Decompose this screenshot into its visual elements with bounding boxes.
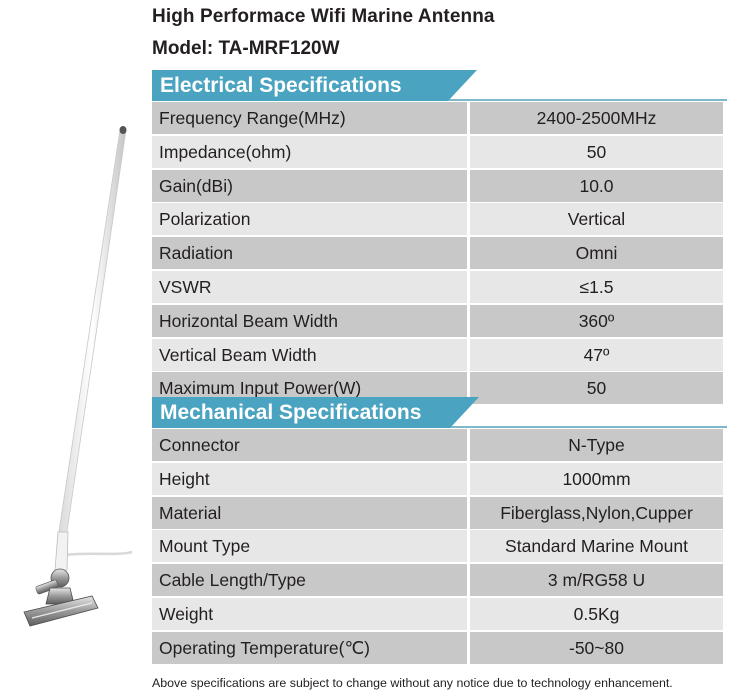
- spec-value: -50~80: [470, 631, 723, 664]
- table-row: Connector N-Type: [152, 429, 723, 461]
- spec-value: 0.5Kg: [470, 597, 723, 630]
- table-row: Radiation Omni: [152, 237, 723, 270]
- table-row: Cable Length/Type 3 m/RG58 U: [152, 564, 723, 597]
- table-row: Height 1000mm: [152, 462, 723, 495]
- electrical-spec-table: Frequency Range(MHz) 2400-2500MHz Impedan…: [152, 102, 723, 406]
- spec-label: Radiation: [152, 237, 467, 270]
- table-row: Horizontal Beam Width 360º: [152, 304, 723, 337]
- spec-value: ≤1.5: [470, 270, 723, 303]
- mechanical-spec-table: Connector N-Type Height 1000mm Material Fib…: [152, 429, 723, 666]
- spec-value: 50: [470, 135, 723, 168]
- spec-label: Mount Type: [152, 530, 467, 563]
- spec-value: 50: [470, 372, 723, 405]
- mechanical-section-header: Mechanical Specifications: [152, 397, 727, 428]
- marine-antenna-icon: [23, 126, 133, 627]
- table-row: Polarization Vertical: [152, 203, 723, 236]
- spec-value: N-Type: [470, 429, 723, 461]
- spec-value: 10.0: [470, 169, 723, 202]
- model-number: Model: TA-MRF120W: [152, 38, 340, 59]
- spec-label: Horizontal Beam Width: [152, 304, 467, 337]
- spec-label: Frequency Range(MHz): [152, 102, 467, 134]
- spec-label: Material: [152, 496, 467, 529]
- spec-value: Omni: [470, 237, 723, 270]
- spec-label: Weight: [152, 597, 467, 630]
- spec-value: 3 m/RG58 U: [470, 564, 723, 597]
- spec-value: 360º: [470, 304, 723, 337]
- table-row: VSWR ≤1.5: [152, 270, 723, 303]
- spec-label: Polarization: [152, 203, 467, 236]
- spec-label: Operating Temperature(℃): [152, 631, 467, 664]
- spec-label: Cable Length/Type: [152, 564, 467, 597]
- table-row: Frequency Range(MHz) 2400-2500MHz: [152, 102, 723, 134]
- spec-label: Impedance(ohm): [152, 135, 467, 168]
- spec-value: 2400-2500MHz: [470, 102, 723, 134]
- spec-label: Gain(dBi): [152, 169, 467, 202]
- table-row: Weight 0.5Kg: [152, 597, 723, 630]
- table-row: Vertical Beam Width 47º: [152, 338, 723, 371]
- mechanical-heading: Mechanical Specifications: [152, 397, 479, 428]
- spec-label: Height: [152, 462, 467, 495]
- table-row: Impedance(ohm) 50: [152, 135, 723, 168]
- spec-label: Connector: [152, 429, 467, 461]
- spec-value: Standard Marine Mount: [470, 530, 723, 563]
- spec-value: Fiberglass,Nylon,Cupper: [470, 496, 723, 529]
- spec-value: Vertical: [470, 203, 723, 236]
- electrical-heading: Electrical Specifications: [152, 70, 477, 101]
- disclaimer-footnote: Above specifications are subject to chan…: [152, 676, 673, 690]
- table-row: Mount Type Standard Marine Mount: [152, 530, 723, 563]
- spec-value: 47º: [470, 338, 723, 371]
- product-title: High Performace Wifi Marine Antenna: [152, 6, 495, 27]
- spec-label: Vertical Beam Width: [152, 338, 467, 371]
- spec-value: 1000mm: [470, 462, 723, 495]
- table-row: Material Fiberglass,Nylon,Cupper: [152, 496, 723, 529]
- electrical-section-header: Electrical Specifications: [152, 70, 727, 101]
- table-row: Gain(dBi) 10.0: [152, 169, 723, 202]
- table-row: Operating Temperature(℃) -50~80: [152, 631, 723, 664]
- spec-label: VSWR: [152, 270, 467, 303]
